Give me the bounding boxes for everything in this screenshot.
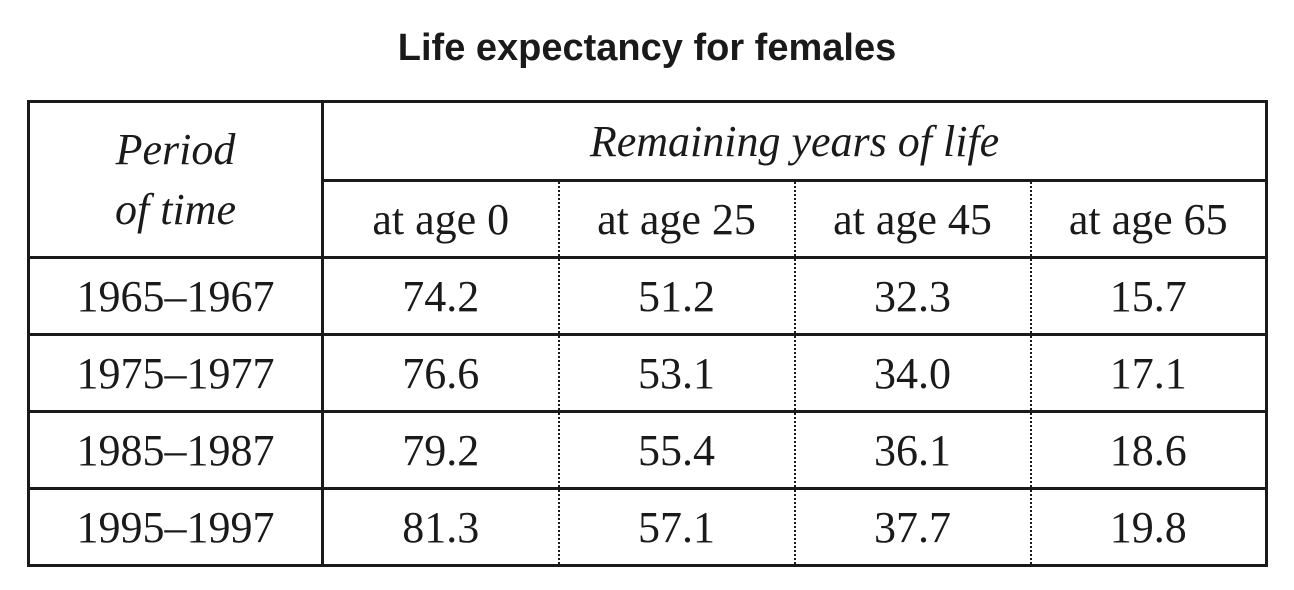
value-cell: 36.1 xyxy=(793,411,1031,490)
table-row: 1985–1987 79.2 55.4 36.1 18.6 xyxy=(28,411,1267,490)
value-cell: 51.2 xyxy=(557,257,795,336)
period-cell: 1975–1977 xyxy=(28,334,324,413)
value-cell: 34.0 xyxy=(793,334,1031,413)
period-header-line-2: of time xyxy=(115,184,236,234)
value-cell: 37.7 xyxy=(793,488,1031,566)
period-cell: 1965–1967 xyxy=(28,257,324,336)
column-header-age-45: at age 45 xyxy=(793,180,1031,259)
table-title: Life expectancy for females xyxy=(397,27,897,69)
period-header-line-1: Period xyxy=(115,124,236,174)
value-cell: 55.4 xyxy=(557,411,795,490)
life-expectancy-table: Period of time Remaining years of life a… xyxy=(27,100,1268,567)
value-cell: 57.1 xyxy=(557,488,795,566)
value-cell: 32.3 xyxy=(793,257,1031,336)
value-cell: 81.3 xyxy=(402,502,480,552)
column-header-age-25: at age 25 xyxy=(557,180,795,259)
table-row: 1995–1997 81.3 57.1 37.7 19.8 xyxy=(28,488,1267,566)
value-cell: 15.7 xyxy=(1029,257,1267,336)
remaining-years-header: Remaining years of life xyxy=(322,101,1267,182)
column-header-age-65: at age 65 xyxy=(1029,180,1267,259)
column-header-age-0: at age 0 xyxy=(322,180,559,259)
value-cell: 18.6 xyxy=(1029,411,1267,490)
period-cell: 1985–1987 xyxy=(28,411,324,490)
value-cell: 53.1 xyxy=(557,334,795,413)
table-row: 1975–1977 76.6 53.1 34.0 17.1 xyxy=(28,334,1267,413)
period-cell: 1995–1997 xyxy=(28,488,324,566)
table-row: 1965–1967 74.2 51.2 32.3 15.7 xyxy=(28,257,1267,336)
value-cell: 74.2 xyxy=(322,257,559,336)
value-cell: 19.8 xyxy=(1029,488,1267,566)
value-cell: 17.1 xyxy=(1029,334,1267,413)
period-header: Period of time xyxy=(28,101,324,259)
value-cell: 79.2 xyxy=(322,411,559,490)
value-cell: 76.6 xyxy=(322,334,559,413)
